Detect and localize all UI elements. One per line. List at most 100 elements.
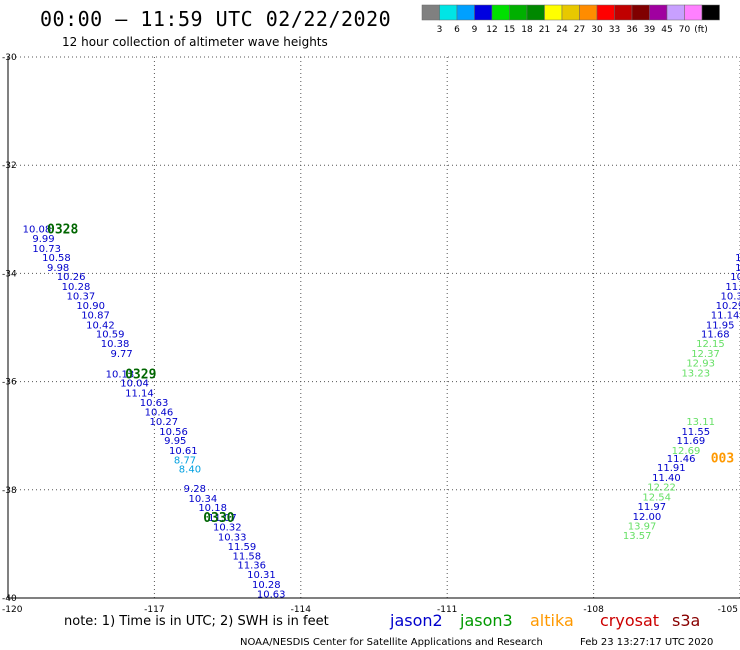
data-label-jason2: 9.98 [47,263,69,274]
data-label-jason2: 10.31 [247,570,276,581]
legend-item-jason3: jason3 [459,611,513,630]
scale-swatch-12 [631,4,650,21]
data-label-jason2: 11.55 [681,427,710,438]
y-tick-label: -40 [2,594,17,604]
x-tick-label: -111 [437,605,457,615]
data-label-jason2: 1 [735,253,740,264]
data-label-jason2: 11.14 [125,388,154,399]
y-tick-label: -36 [2,378,17,388]
scale-label: 33 [609,25,620,35]
data-label-jason3: 13.97 [628,522,657,533]
time-label: 0328 [47,222,78,237]
scale-label: 45 [661,25,672,35]
data-label-jason2: 11.91 [657,463,686,474]
data-label-jason2: 10.37 [67,292,96,303]
legend-item-s3a: s3a [672,611,700,630]
data-label-jason2: 10.63 [257,590,286,601]
scale-label: 24 [556,25,568,35]
data-label-jason2: 9.77 [110,349,132,360]
scale-swatch-6 [526,4,545,21]
data-label-jason2: 10.13 [106,369,135,380]
data-label-jason2: 11.59 [228,542,257,553]
data-label-jason2: 10.38 [101,339,130,350]
scale-swatch-16 [701,4,720,21]
scale-swatch-3 [474,4,493,21]
y-tick-label: -30 [2,53,17,63]
data-label-jason3: 12.22 [647,483,676,494]
data-label-jason2: 10.87 [81,311,110,322]
data-label-jason2: 10.34 [189,494,218,505]
scale-label: 70 [679,25,691,35]
data-label-cyan: 8.77 [174,456,196,467]
scale-swatch-14 [666,4,685,21]
data-label-jason2: 11.68 [701,329,730,340]
scale-label: 21 [539,25,550,35]
data-label-jason3: 13.11 [686,417,715,428]
data-label-jason2: 11 [735,263,740,274]
data-label-jason2: 10.61 [169,446,198,457]
data-label-jason2: 12.00 [633,512,662,523]
scale-label: 12 [486,25,497,35]
data-label-jason2: 10.73 [32,244,61,255]
data-label-jason2: 11.14 [711,311,740,322]
data-label-jason2: 10.04 [120,379,149,390]
plot-area: -120 -117 -114 -111 -108 -105 -30 -32 -34 -36 -38 -… [2,53,740,615]
time-label: 0329 [125,367,156,382]
data-label-jason2: 10.59 [96,329,125,340]
scale-swatch-15 [684,4,703,21]
data-label-jason2: 10.63 [140,398,169,409]
scale-swatch-0 [421,4,440,21]
scale-swatch-7 [544,4,563,21]
x-tick-label: -117 [144,605,164,615]
data-label-jason2: 10.18 [198,503,227,514]
scale-label: 18 [521,25,533,35]
data-label-jason3: 12.69 [672,446,701,457]
legend-item-altika: altika [530,611,574,630]
data-label-jason3: 12.93 [686,359,715,370]
data-label-jason2: 10.28 [62,282,91,293]
legend: jason2 jason3 altika cryosat s3a [389,611,700,630]
data-label-jason2: 10.32 [213,523,242,534]
legend-item-cryosat: cryosat [600,611,659,630]
scale-label: 36 [626,25,638,35]
x-tick-label: -114 [291,605,312,615]
data-label-jason2: 11.58 [232,551,261,562]
color-scale-bar: 3 6 9 12 15 18 21 24 27 30 33 36 39 45 70 (ft) [421,4,720,35]
data-label-jason2: 11.40 [652,473,681,484]
data-label-jason2: 9.28 [184,484,206,495]
data-label-jason3: 13.23 [681,368,710,379]
chart-subtitle: 12 hour collection of altimeter wave hei… [62,35,328,49]
scale-label: 3 [437,25,443,35]
scale-swatch-4 [491,4,510,21]
scale-label: 9 [472,25,478,35]
scale-swatch-1 [439,4,458,21]
data-label-jason2: 11.36 [237,560,266,571]
scale-swatch-8 [561,4,580,21]
scale-label: 30 [591,25,603,35]
x-tick-label: -108 [583,605,604,615]
chart-title: 00:00 – 11:59 UTC 02/22/2020 [40,7,391,31]
scale-swatch-5 [509,4,528,21]
data-label-jason2: 11.07 [208,513,237,524]
footer-credit: NOAA/NESDIS Center for Satellite Applica… [240,637,543,648]
scale-unit: (ft) [694,25,708,35]
data-label-jason3: 13.57 [623,531,652,542]
data-label-jason3: 12.37 [691,349,720,360]
data-label-jason2: 11.97 [638,502,667,513]
data-label-jason2: 10.08 [23,224,52,235]
scale-label: 15 [504,25,515,35]
data-label-jason2: 10 [730,272,740,283]
data-label-jason2: 10.56 [159,427,188,438]
data-label-jason2: 10.29 [716,301,740,312]
data-label-jason2: 10.46 [145,407,174,418]
data-label-cyan: 8.40 [179,465,201,476]
scale-swatch-13 [649,4,668,21]
data-label-jason3: 12.15 [696,339,725,350]
data-label-jason2: 9.99 [32,234,54,245]
x-tick-label: -120 [2,605,23,615]
data-label-jason2: 11.95 [706,320,735,331]
data-label-jason2: 10.3 [720,292,740,303]
scale-label: 39 [644,25,656,35]
footer-note: note: 1) Time is in UTC; 2) SWH is in fe… [64,614,329,629]
